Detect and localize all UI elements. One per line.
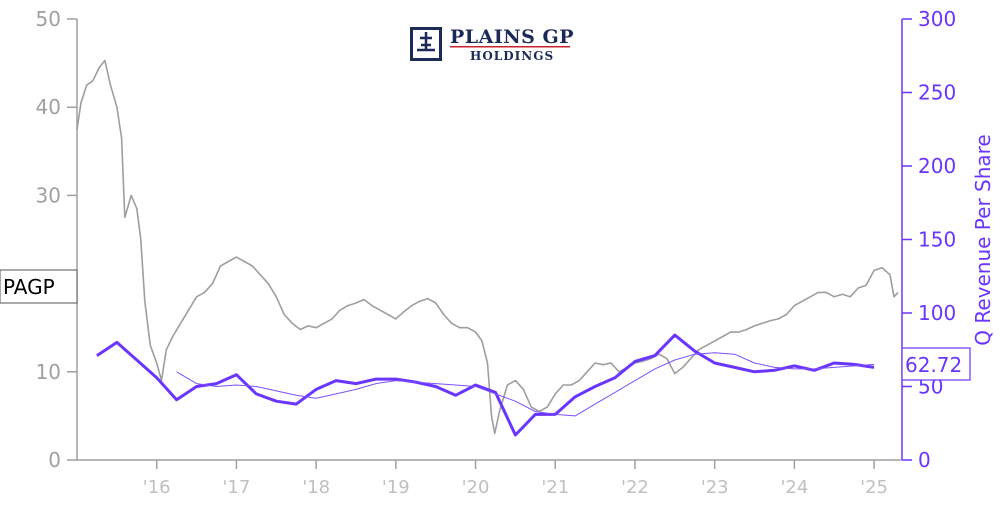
- logo-line1: PLAINS GP: [450, 26, 574, 48]
- x-tick-label: '22: [621, 477, 649, 498]
- x-tick-label: '18: [302, 477, 330, 498]
- ticker-label: PAGP: [3, 275, 55, 299]
- right-tick-label: 100: [918, 301, 956, 325]
- left-tick-label: 0: [48, 448, 61, 472]
- series-layer: [76, 59, 899, 437]
- right-tick-label: 0: [918, 448, 931, 472]
- left-tick-label: 30: [36, 183, 61, 207]
- left-tick-label: 50: [36, 7, 61, 31]
- x-tick-label: '16: [143, 477, 171, 498]
- logo-divider: [450, 46, 570, 48]
- right-axis-title: Q Revenue Per Share: [971, 134, 995, 346]
- right-tick-label: 200: [918, 154, 956, 178]
- last-value-label: 62.72: [905, 353, 962, 377]
- x-tick-label: '17: [222, 477, 250, 498]
- x-tick-label: '23: [701, 477, 729, 498]
- left-tick-label: 10: [36, 360, 61, 384]
- logo-line2: HOLDINGS: [470, 49, 554, 63]
- x-tick-label: '19: [382, 477, 410, 498]
- revenue-avg-line: [176, 352, 875, 417]
- left-tick-label: 40: [36, 95, 61, 119]
- x-tick-label: '20: [462, 477, 490, 498]
- x-tick-label: '21: [541, 477, 569, 498]
- ticker-box: [0, 269, 78, 304]
- company-logo: PLAINS GP HOLDINGS: [410, 26, 574, 63]
- x-tick-label: '24: [780, 477, 808, 498]
- right-tick-label: 250: [918, 81, 956, 105]
- revenue-line: [96, 333, 875, 437]
- right-tick-label: 300: [918, 7, 956, 31]
- axes: 01020304050050100150200250300Q Revenue P…: [36, 7, 995, 498]
- labels-layer: PAGP 62.72: [0, 269, 971, 381]
- right-tick-label: 150: [918, 228, 956, 252]
- x-tick-label: '25: [860, 477, 888, 498]
- price-line: [76, 59, 899, 435]
- logo-emblem-icon: [417, 32, 435, 52]
- last-value-box: [901, 347, 971, 381]
